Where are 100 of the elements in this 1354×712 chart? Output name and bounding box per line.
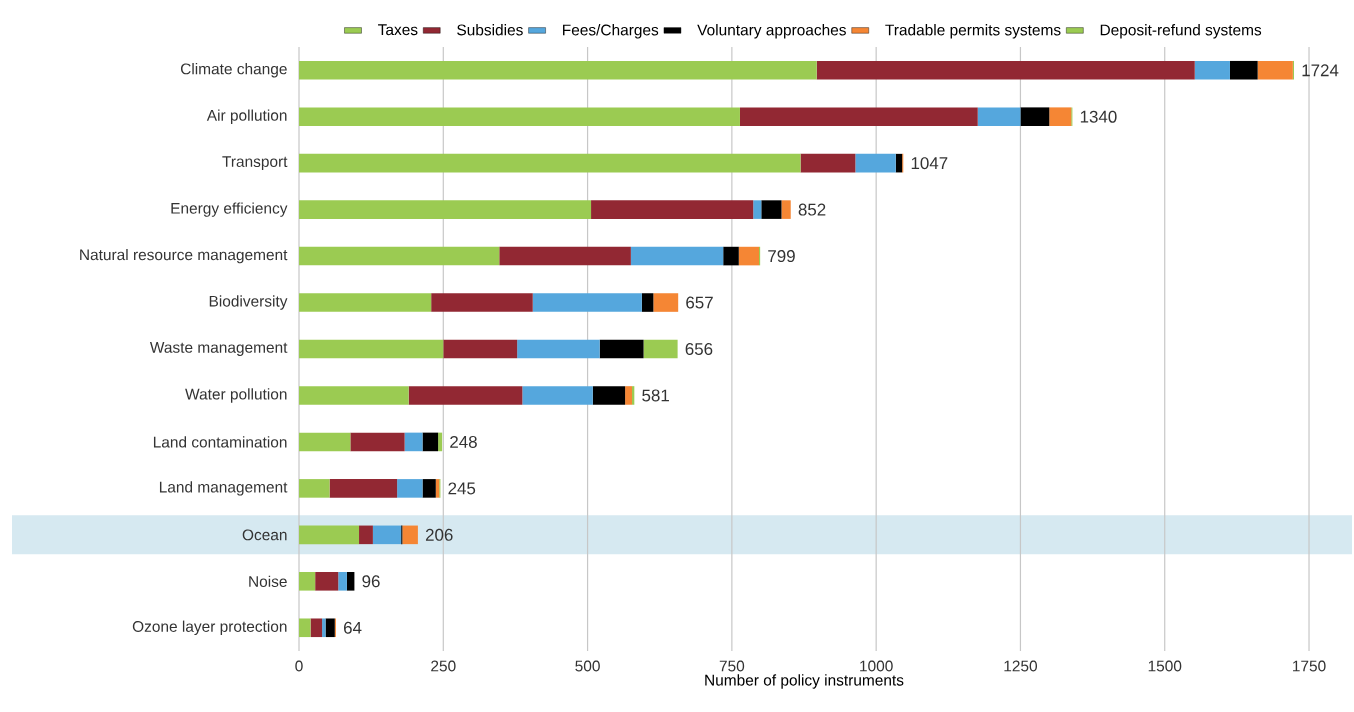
bar (753, 200, 762, 219)
bar (532, 293, 642, 312)
bar (1194, 60, 1230, 80)
total-label: 96 (362, 575, 380, 588)
bar (346, 572, 355, 591)
bar (397, 479, 423, 498)
bar (299, 153, 801, 173)
bar (522, 386, 593, 405)
total-label: 656 (685, 343, 713, 355)
bar (1257, 60, 1293, 80)
bar (800, 153, 856, 173)
bar (408, 386, 523, 405)
bar (499, 246, 631, 266)
bar (739, 107, 978, 126)
total-label: 64 (344, 621, 362, 634)
bar (431, 293, 533, 312)
legend-label: Taxes (378, 24, 418, 36)
legend-label: Subsidies (457, 24, 523, 36)
bar (299, 246, 500, 266)
bar (1229, 60, 1258, 80)
legend-label: Tradable permits systems (885, 24, 1061, 39)
bar (299, 107, 740, 126)
total-label: 1340 (1080, 110, 1117, 123)
total-label: 1047 (911, 157, 948, 170)
y-tick-label: Natural resource management (80, 248, 288, 264)
bar (855, 153, 896, 173)
bar (315, 572, 339, 591)
y-tick-label: Climate change (180, 63, 287, 78)
bar (723, 246, 739, 266)
x-tick-label: 1500 (1148, 660, 1182, 672)
total-label: 206 (425, 528, 453, 541)
y-tick-label: Noise (249, 575, 287, 587)
bar (322, 618, 326, 638)
legend-label: Voluntary approaches (697, 24, 846, 39)
bar (299, 432, 351, 452)
bar (422, 479, 436, 498)
bar (977, 107, 1021, 126)
x-tick-label: 750 (719, 660, 745, 672)
x-tick-label: 1250 (1004, 660, 1038, 672)
bar (299, 200, 592, 219)
bar (630, 246, 724, 266)
legend-label: Fees/Charges (563, 24, 659, 39)
bar (641, 293, 654, 312)
bar (372, 525, 402, 545)
total-label: 852 (798, 203, 826, 216)
x-tick-label: 1000 (860, 660, 893, 672)
x-tick-label: 1750 (1293, 660, 1326, 672)
legend-label: Deposit-refund systems (1100, 24, 1262, 39)
bar (338, 572, 347, 591)
y-tick-label: Ozone layer protection (132, 620, 287, 635)
bar (404, 432, 423, 452)
bar (781, 200, 791, 219)
bar (359, 525, 373, 545)
bar (325, 618, 335, 638)
total-label: 1724 (1302, 64, 1339, 77)
total-label: 799 (768, 250, 795, 263)
bar (761, 200, 782, 219)
y-tick-label: Land contamination (153, 436, 287, 448)
total-label: 248 (450, 435, 477, 448)
y-tick-label: Air pollution (206, 109, 287, 124)
bar (591, 200, 754, 219)
bar (350, 432, 405, 452)
bar (653, 293, 679, 312)
bar (443, 339, 518, 359)
bar (402, 525, 418, 545)
x-axis-title: Number of policy instruments (705, 674, 904, 689)
bar (329, 479, 398, 498)
total-label: 657 (686, 296, 713, 309)
y-tick-label: Waste management (149, 342, 288, 356)
total-label: 581 (642, 389, 669, 402)
bar (517, 339, 600, 359)
bar (438, 432, 443, 452)
bar (299, 293, 432, 312)
total-label: 245 (448, 482, 476, 495)
bar (895, 153, 903, 173)
bar (1049, 107, 1072, 126)
y-tick-label: Transport (222, 156, 288, 171)
bar (625, 386, 633, 405)
y-tick-label: Biodiversity (209, 295, 288, 310)
bar (599, 339, 644, 359)
bar (299, 60, 817, 80)
bar (738, 246, 759, 266)
x-tick-label: 0 (295, 660, 303, 672)
bar (310, 618, 323, 638)
y-tick-label: Water pollution (185, 388, 287, 403)
bar (592, 386, 626, 405)
bar (1020, 107, 1050, 126)
y-tick-label: Land management (159, 481, 288, 496)
bar (299, 525, 360, 545)
x-tick-label: 250 (431, 660, 456, 672)
bar (643, 339, 678, 359)
y-tick-label: Energy efficiency (171, 202, 288, 217)
x-tick-label: 500 (575, 660, 600, 672)
y-tick-label: Ocean (242, 529, 287, 541)
bar (299, 572, 316, 591)
bar (299, 339, 444, 359)
bar (299, 386, 409, 405)
bar (299, 479, 330, 498)
bar (816, 60, 1195, 80)
bar (422, 432, 439, 452)
